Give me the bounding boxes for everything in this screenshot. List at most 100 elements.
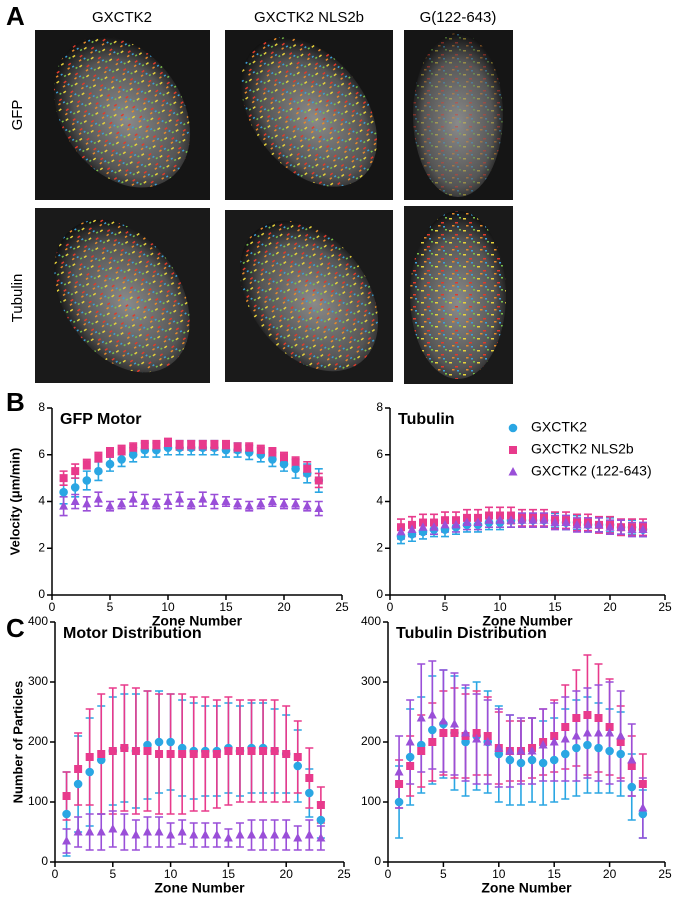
y-tick-label: 200 [28,734,48,748]
marker [394,767,404,776]
marker [638,803,648,812]
marker [494,743,504,752]
marker [281,830,291,839]
marker [627,762,636,770]
marker [516,746,526,755]
marker [428,738,437,746]
marker [582,728,592,737]
marker [616,731,626,740]
marker [131,747,140,755]
marker [62,836,72,845]
tracks [53,36,191,188]
marker [638,809,648,819]
x-tick-label: 10 [492,867,506,881]
marker [561,723,570,731]
marker [224,747,233,755]
marker [120,744,129,752]
marker [427,710,437,719]
marker [154,827,164,836]
marker [316,801,325,809]
marker [462,517,472,527]
marker [94,466,103,476]
marker [270,747,279,755]
x-axis-label: Zone Number [482,613,573,629]
marker [131,830,141,839]
marker [198,494,208,503]
marker [117,455,126,464]
marker [233,443,242,452]
x-tick-label: 15 [548,600,562,614]
marker [235,830,245,839]
x-tick-label: 15 [219,600,233,614]
marker [82,498,92,508]
x-tick-label: 25 [337,867,351,881]
marker [594,714,603,722]
marker [638,780,647,788]
marker [316,833,326,842]
x-tick-label: 0 [52,867,59,881]
y-tick-label: 8 [376,400,383,414]
y-tick-label: 100 [361,794,381,808]
marker [293,761,303,771]
panel-label: C [6,613,25,643]
y-tick-label: 400 [361,614,381,628]
marker [280,453,288,462]
tracks [413,33,503,197]
marker [140,496,150,505]
marker [495,515,505,524]
marker [62,792,71,800]
marker [164,439,172,448]
y-tick-label: 0 [41,854,48,868]
marker [550,517,560,527]
column-label: GXCTK2 NLS2b [254,9,364,26]
marker [405,752,415,762]
x-tick-label: 20 [603,867,617,881]
marker [258,830,268,839]
chart-title: Tubulin Distribution [396,625,547,642]
marker [210,441,219,450]
marker [71,467,80,476]
marker [186,498,196,508]
marker [616,738,625,746]
marker [549,755,559,765]
marker [583,711,592,719]
marker [268,448,277,457]
marker [201,750,210,758]
marker [189,750,198,758]
marker [407,524,417,534]
y-tick-label: 0 [374,854,381,868]
y-tick-label: 300 [28,674,48,688]
y-tick-label: 2 [38,540,45,554]
marker [177,827,187,836]
marker [59,501,69,510]
marker [627,755,637,764]
marker [560,749,570,759]
x-tick-label: 10 [161,600,175,614]
y-tick-label: 300 [361,674,381,688]
marker [583,740,592,750]
marker [483,732,492,740]
y-tick-label: 100 [28,794,48,808]
marker [538,758,548,768]
marker [314,503,324,513]
marker [189,830,199,839]
marker [483,737,493,746]
tracks [239,220,379,372]
marker [528,515,538,524]
marker [117,498,127,508]
column-label: G(122-643) [420,9,497,26]
marker [293,833,303,842]
marker [560,734,570,743]
marker [605,723,614,731]
marker [472,734,482,743]
marker [527,755,537,765]
marker [222,441,230,450]
marker [571,731,581,740]
marker [418,522,428,531]
marker [209,496,219,505]
marker [85,767,94,777]
marker [82,476,92,485]
y-tick-label: 6 [38,447,45,461]
marker [517,515,527,524]
marker [279,498,289,508]
